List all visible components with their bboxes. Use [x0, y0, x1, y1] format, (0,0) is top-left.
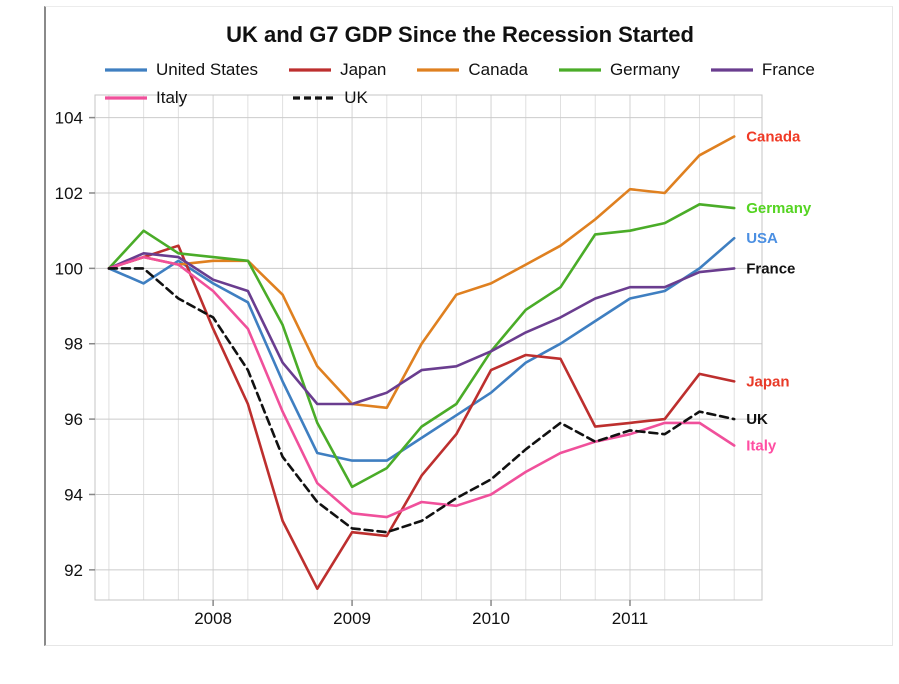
y-axis-tick-label: 104 [55, 109, 83, 128]
legend-swatch-icon [417, 68, 460, 72]
legend-label: United States [156, 60, 259, 79]
series-end-label-uk: UK [746, 411, 768, 428]
legend-swatch-icon [558, 68, 601, 72]
x-axis-tick-label: 2010 [472, 609, 510, 628]
legend-label: Canada [468, 60, 528, 79]
series-end-label-italy: Italy [746, 437, 777, 454]
series-line-germany [107, 203, 736, 489]
chart-frame [44, 6, 893, 646]
series-line-united-states [107, 236, 736, 462]
legend-item-japan: Japan [288, 60, 386, 80]
legend-label: France [761, 60, 815, 79]
legend-item-united-states: United States [104, 60, 258, 80]
y-axis-tick-label: 92 [64, 561, 83, 580]
legend-label: UK [344, 88, 368, 107]
legend-label: Germany [609, 60, 680, 79]
series-line-japan [107, 244, 736, 591]
legend-swatch-icon [105, 68, 147, 72]
y-axis-tick-label: 98 [64, 335, 83, 354]
legend-item-france: France [710, 60, 815, 80]
legend-row: United States Japan Canada Germany France [104, 56, 815, 84]
legend-label: Italy [156, 88, 188, 107]
legend-item-germany: Germany [558, 60, 680, 80]
legend-swatch-icon [710, 68, 753, 72]
plot-border [94, 94, 763, 601]
y-axis-tick-label: 96 [64, 410, 83, 429]
legend-row: Italy UK [104, 84, 815, 112]
x-axis-tick-label: 2009 [333, 609, 371, 628]
y-axis-tick-label: 100 [55, 259, 83, 278]
series-end-label-usa: USA [746, 230, 778, 247]
y-axis-tick-label: 94 [64, 485, 83, 504]
series-line-uk [107, 267, 736, 534]
chart-legend: United States Japan Canada Germany France Ita… [104, 56, 815, 112]
series-end-label-germany: Germany [746, 200, 812, 217]
series-line-france [107, 252, 736, 406]
series-end-label-france: France [746, 260, 795, 277]
x-axis-tick-label: 2011 [612, 609, 649, 628]
legend-item-canada: Canada [416, 60, 528, 80]
series-line-italy [107, 255, 736, 519]
series-line-canada [107, 135, 736, 410]
series-end-label-canada: Canada [746, 128, 801, 145]
legend-item-italy: Italy [104, 88, 187, 108]
series-end-label-japan: Japan [746, 373, 789, 390]
legend-label: Japan [340, 60, 387, 79]
y-axis-tick-label: 102 [55, 184, 83, 203]
legend-item-uk: UK [292, 88, 368, 108]
chart-title: UK and G7 GDP Since the Recession Starte… [226, 22, 694, 47]
legend-swatch-icon [293, 96, 336, 100]
legend-swatch-icon [105, 96, 147, 100]
x-axis-tick-label: 2008 [194, 609, 232, 628]
legend-swatch-icon [289, 68, 332, 72]
